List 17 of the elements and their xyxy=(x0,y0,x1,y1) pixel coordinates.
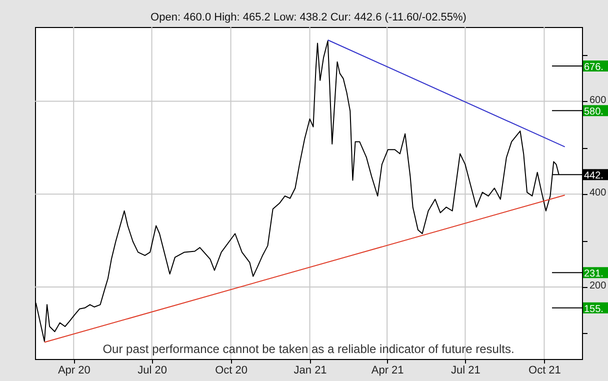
y-tick-label: 200 xyxy=(590,280,607,292)
ref-line-label: 442. xyxy=(584,170,604,182)
annotation: Our past performance cannot be taken as a reliable indicator of future results. xyxy=(102,342,514,356)
ref-line-label: 580. xyxy=(584,106,604,118)
ref-line-label: 676. xyxy=(584,62,604,74)
x-tick-label: Jul 20 xyxy=(138,364,167,376)
ref-line-label: 155. xyxy=(584,304,604,315)
x-tick-label: Jul 21 xyxy=(451,364,480,376)
ref-line-label: 231. xyxy=(584,268,604,280)
x-tick-label: Apr 20 xyxy=(58,364,90,376)
chart-title: Open: 460.0 High: 465.2 Low: 438.2 Cur: 442.6 (-11.60/-02.55%) xyxy=(150,12,466,24)
y-tick-label: 400 xyxy=(590,188,607,199)
x-tick-label: Oct 20 xyxy=(215,364,248,376)
x-tick-label: Apr 21 xyxy=(371,364,404,376)
x-tick-label: Oct 21 xyxy=(528,364,561,376)
x-tick-label: Jan 21 xyxy=(294,364,327,376)
y-tick-label: 600 xyxy=(590,94,607,106)
